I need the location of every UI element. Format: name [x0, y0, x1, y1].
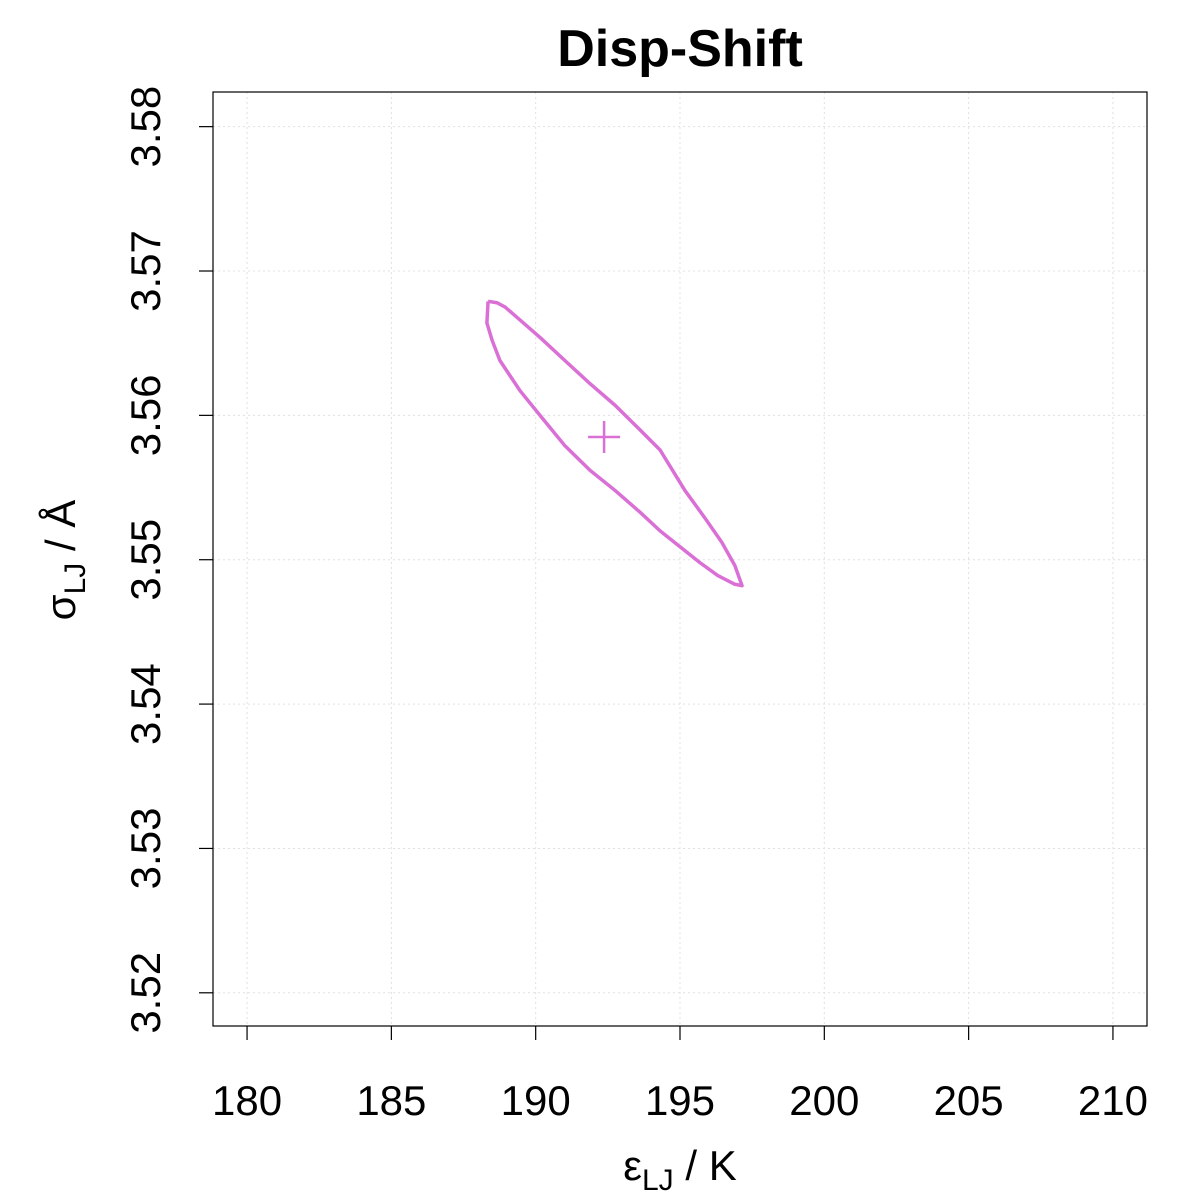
y-axis-label: σLJ / Å	[37, 500, 92, 621]
y-tick-label: 3.58	[122, 86, 169, 168]
y-tick-label: 3.52	[122, 952, 169, 1034]
y-tick-label: 3.55	[122, 519, 169, 601]
x-label-unit: / K	[674, 1142, 737, 1189]
y-tick-label: 3.54	[122, 663, 169, 745]
y-label-unit: / Å	[37, 500, 84, 563]
y-label-subscript: LJ	[59, 563, 92, 595]
contour-line	[485, 299, 744, 588]
y-label-symbol: σ	[37, 594, 84, 620]
x-label-symbol: ε	[623, 1142, 642, 1189]
x-tick-label: 195	[645, 1077, 715, 1124]
x-tick-label: 180	[212, 1077, 282, 1124]
x-tick-label: 210	[1078, 1077, 1148, 1124]
chart-title: Disp-Shift	[557, 20, 803, 78]
x-label-subscript: LJ	[642, 1164, 674, 1197]
x-tick-label: 190	[501, 1077, 571, 1124]
x-tick-label: 185	[356, 1077, 426, 1124]
center-marker	[588, 421, 621, 454]
x-axis-label: εLJ / K	[623, 1142, 736, 1197]
y-tick-label: 3.56	[122, 374, 169, 456]
y-tick-label: 3.53	[122, 808, 169, 890]
y-tick-label: 3.57	[122, 230, 169, 312]
x-tick-label: 200	[789, 1077, 859, 1124]
x-tick-label: 205	[934, 1077, 1004, 1124]
plot-frame	[212, 91, 1148, 1027]
